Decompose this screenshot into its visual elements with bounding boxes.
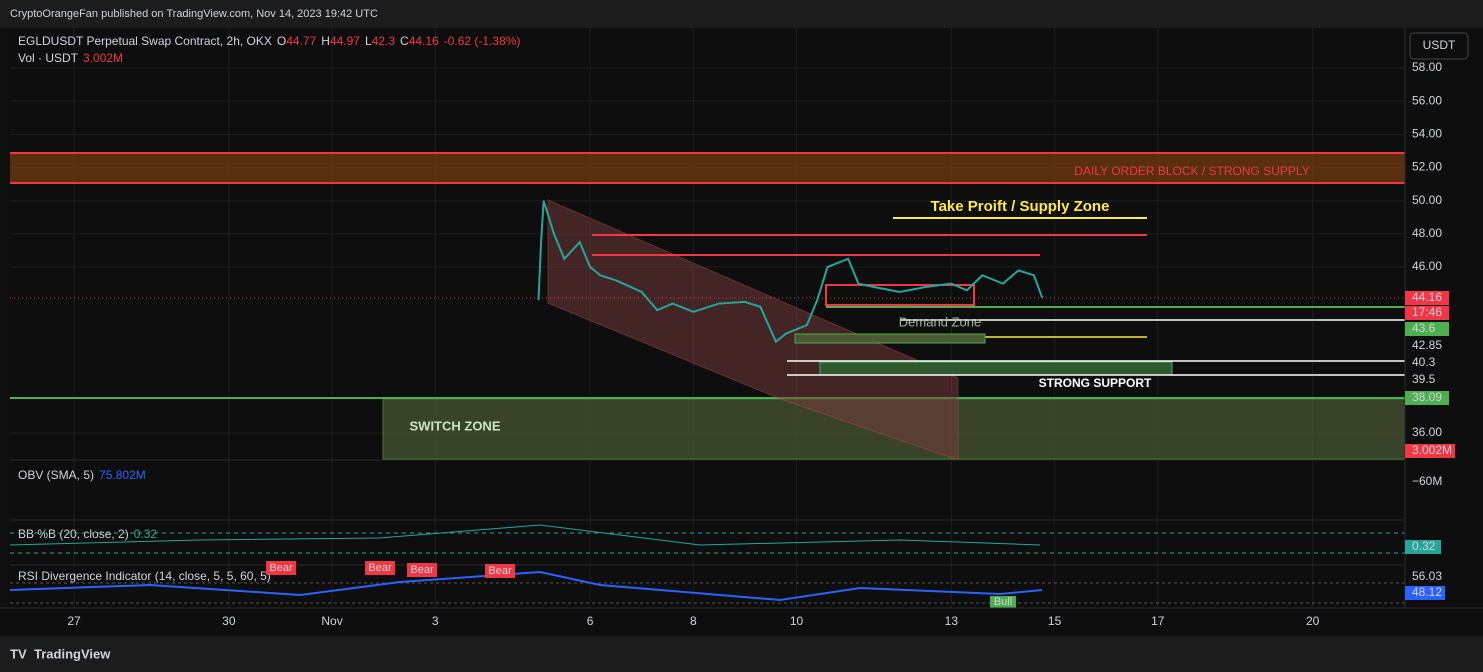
y-tick-label: 50.00	[1412, 193, 1442, 207]
badges: 44.16 17:46 43.6 42.85 40.3 39.5 38.09 3…	[1405, 290, 1455, 600]
order-block	[10, 153, 1405, 183]
x-tick-label: 17	[1151, 614, 1165, 628]
badge-text: 40.3	[1412, 355, 1436, 369]
time-axis	[0, 608, 1483, 636]
x-tick-label: 13	[945, 614, 959, 628]
rsi-scale: 56.03	[1412, 569, 1442, 583]
label-bg	[365, 561, 395, 575]
badge-text: 17:46	[1412, 305, 1442, 319]
y-tick-label: 58.00	[1412, 60, 1442, 74]
rsi-label: Bear	[488, 565, 512, 577]
y-tick-label: 36.00	[1412, 425, 1442, 439]
x-tick-label: Nov	[321, 614, 342, 628]
x-tick-label: 6	[587, 614, 594, 628]
badge-text: 43.6	[1412, 321, 1436, 335]
rsi-legend: RSI Divergence Indicator (14, close, 5, …	[18, 569, 271, 583]
price-line	[537, 200, 1044, 344]
rsi-labels: Bear Bear Bear Bear Bull	[266, 561, 1016, 608]
badge	[1405, 322, 1449, 336]
x-tick-label: 3	[432, 614, 439, 628]
y-tick-label: 52.00	[1412, 160, 1442, 174]
x-tick-label: 10	[790, 614, 804, 628]
badge	[1405, 306, 1449, 320]
label-bg	[266, 561, 296, 575]
badge	[1405, 586, 1445, 600]
channel	[547, 199, 959, 461]
y-tick-label: 54.00	[1412, 127, 1442, 141]
badge-text: 3.002M	[1412, 443, 1452, 457]
annotation: Demand Zone	[899, 314, 981, 329]
bb-line	[9, 524, 1041, 546]
x-tick-label: 15	[1048, 614, 1062, 628]
y-tick-label: 46.00	[1412, 259, 1442, 273]
badge-text: 38.09	[1412, 390, 1442, 404]
label-bg	[407, 563, 437, 577]
badge	[1405, 540, 1441, 554]
badge-text: 0.32	[1412, 539, 1436, 553]
rsi-label: Bear	[368, 562, 392, 574]
obv-legend: OBV (SMA, 5) 75.802M	[18, 468, 146, 482]
label-bg	[485, 564, 515, 578]
badge	[1405, 391, 1449, 405]
y-tick-label: 56.00	[1412, 93, 1442, 107]
annotation: DAILY ORDER BLOCK / STRONG SUPPLY	[1074, 164, 1309, 178]
badge-text: 42.85	[1412, 338, 1442, 352]
x-tick-label: 8	[690, 614, 697, 628]
obv-scale: −60M	[1412, 474, 1442, 488]
label-bg	[990, 596, 1016, 608]
rsi-label: Bear	[410, 564, 434, 576]
bb-legend: BB %B (20, close, 2) 0.32	[18, 527, 157, 541]
plot: DAILY ORDER BLOCK / STRONG SUPPLY Take P…	[9, 28, 1483, 608]
badge	[1405, 291, 1449, 305]
badge-text: 39.5	[1412, 372, 1436, 386]
legend: EGLDUSDT Perpetual Swap Contract, 2h, OK…	[18, 34, 520, 48]
rsi-label: Bear	[269, 562, 293, 574]
x-tick-label: 20	[1306, 614, 1320, 628]
annotation: STRONG SUPPORT	[1039, 376, 1152, 390]
currency-label[interactable]: USDT	[1423, 38, 1456, 52]
rsi-label: Bull	[994, 596, 1012, 608]
annotation: SWITCH ZONE	[410, 418, 501, 433]
y-tick-label: 48.00	[1412, 226, 1442, 240]
footer-logo: TV	[10, 646, 27, 661]
support-box	[819, 361, 1173, 376]
box	[825, 284, 975, 306]
badge-text: 48.12	[1412, 585, 1442, 599]
x-tick-label: 30	[222, 614, 236, 628]
x-tick-label: 27	[67, 614, 81, 628]
footer-text: TradingView	[34, 646, 111, 661]
annotation: Take Proift / Supply Zone	[931, 198, 1110, 215]
vol-legend: Vol · USDT 3.002M	[18, 51, 123, 65]
demand-box	[794, 333, 986, 344]
currency-button[interactable]	[1409, 32, 1469, 60]
rsi-line	[9, 570, 1043, 602]
badge-text: 44.16	[1412, 290, 1442, 304]
header-bar	[0, 0, 1483, 28]
footer-bar	[0, 636, 1483, 672]
badge	[1405, 444, 1455, 458]
header-text: CryptoOrangeFan published on TradingView…	[10, 8, 378, 20]
